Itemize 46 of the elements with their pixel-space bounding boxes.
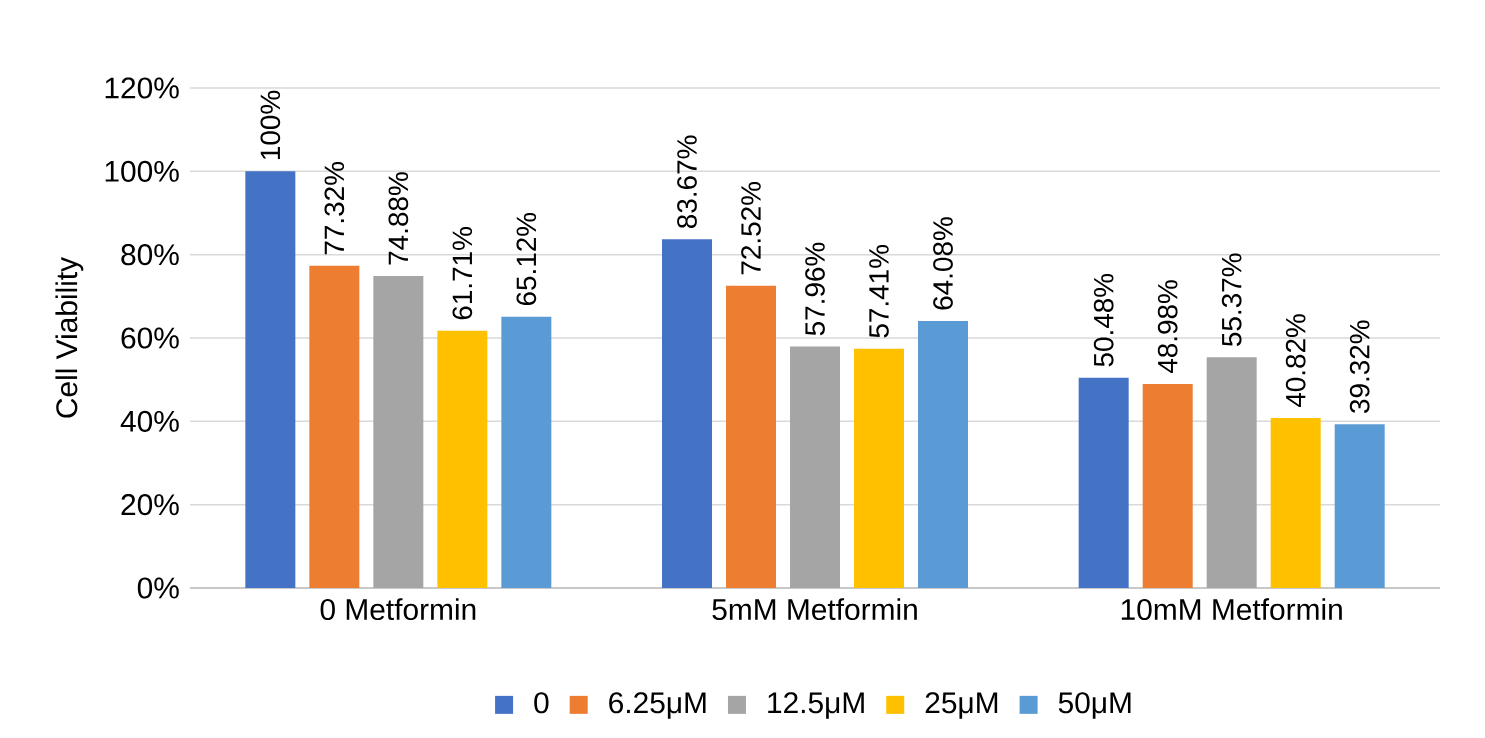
bar [437,330,488,588]
bar [501,316,552,588]
legend-label: 12.5μM [768,692,864,719]
legend-label: 25μM [925,692,998,719]
bar [918,321,969,588]
data-label: 39.32% [1349,320,1370,413]
bar [1270,417,1321,588]
bar [1206,357,1257,588]
data-label: 74.88% [388,172,409,265]
bar [245,171,296,588]
y-tick-label: 60% [121,327,179,349]
x-tick-label: 10mM Metformin [1121,598,1342,621]
data-label: 40.82% [1285,314,1306,408]
bar [1142,383,1193,588]
y-tick-label: 20% [121,494,179,516]
bar [1078,377,1129,588]
bar [309,265,360,588]
legend-label: 0 [534,692,549,714]
data-label: 64.08% [933,217,953,310]
y-tick-label: 40% [120,410,179,432]
bar [854,348,905,588]
data-label: 72.52% [741,182,761,275]
y-tick-label: 0% [137,577,179,599]
bar [790,346,841,588]
data-label: 57.96% [805,242,825,336]
x-tick-label: 5mM Metformin [712,598,917,621]
y-tick-label: 120% [105,77,179,99]
y-axis-title: Cell Viability [55,256,84,418]
legend-label: 6.25μM [609,692,706,719]
data-label: 61.71% [452,227,473,320]
data-label: 100% [260,90,281,160]
data-label: 65.12% [516,212,537,306]
y-tick-label: 100% [105,160,179,182]
y-tick-label: 80% [121,244,179,266]
bar [1334,424,1385,588]
data-label: 55.37% [1221,253,1242,347]
data-label: 48.98% [1157,280,1178,374]
x-tick-label: 0 Metformin [320,598,476,621]
bar [662,239,713,588]
data-label: 50.48% [1093,273,1114,367]
data-label: 83.67% [677,135,697,228]
data-label: 57.41% [869,245,889,338]
bar [726,285,777,588]
legend-label: 50μM [1058,692,1131,719]
bar [373,276,424,588]
data-label: 77.32% [324,162,345,255]
